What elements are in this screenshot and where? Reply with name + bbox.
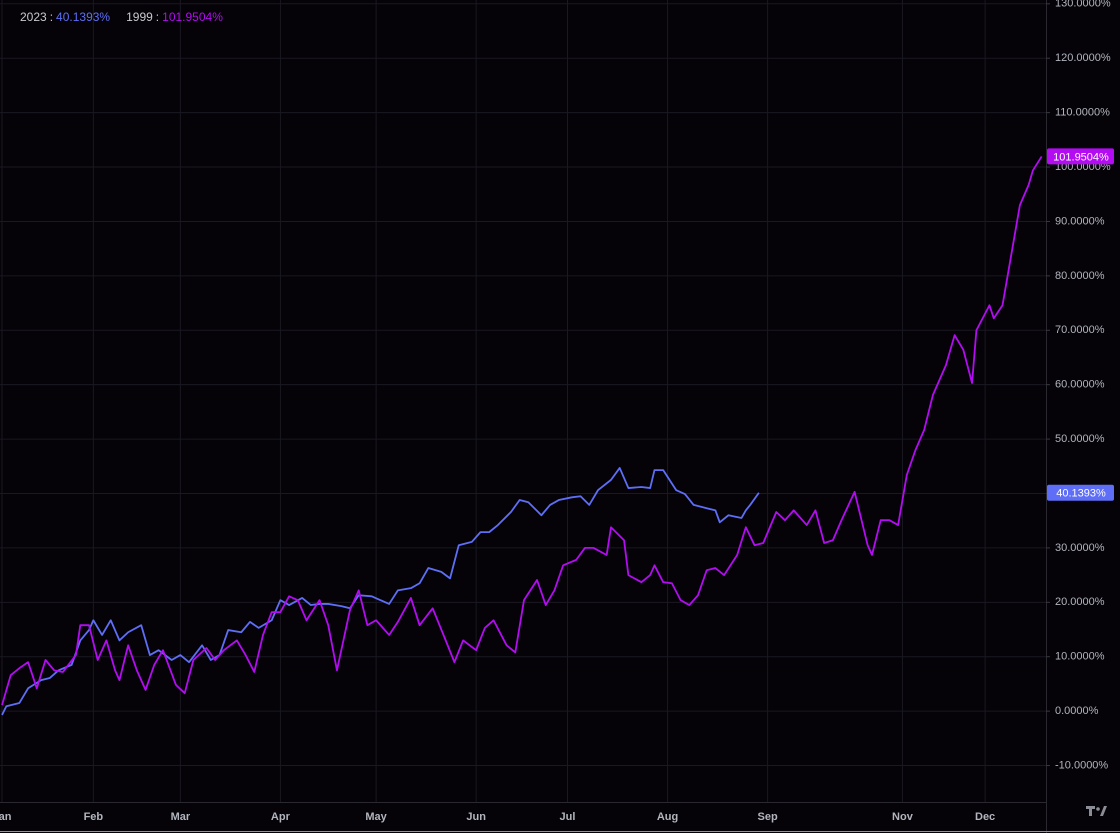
y-tick-label: 30.0000%: [1055, 542, 1105, 554]
legend-value: 40.1393%: [56, 10, 110, 24]
logo-part: [1089, 806, 1092, 816]
y-tick-label: 0.0000%: [1055, 705, 1099, 717]
y-tick-label: 120.0000%: [1055, 52, 1111, 64]
y-tick-label: 10.0000%: [1055, 651, 1105, 663]
x-tick-label: Dec: [975, 811, 995, 823]
grid: [0, 0, 1046, 802]
legend-separator: :: [156, 10, 159, 24]
legend-name: 2023: [20, 10, 47, 24]
y-tick-label: 50.0000%: [1055, 433, 1105, 445]
legend-separator: :: [50, 10, 53, 24]
x-tick-label: Feb: [84, 811, 104, 823]
x-tick-label: Jun: [466, 811, 486, 823]
logo-part: [1096, 807, 1100, 811]
y-tick-label: -10.0000%: [1055, 759, 1108, 771]
x-tick-label: May: [365, 811, 387, 823]
x-tick-label: Jul: [560, 811, 576, 823]
last-value-label: 40.1393%: [1056, 488, 1106, 500]
y-tick-label: 60.0000%: [1055, 379, 1105, 391]
series-line: [1, 467, 760, 716]
x-tick-label: Nov: [892, 811, 914, 823]
legend-value: 101.9504%: [162, 10, 223, 24]
x-tick-label: Apr: [271, 811, 291, 823]
x-tick-label: Mar: [171, 811, 191, 823]
x-tick-label: Jan: [0, 811, 12, 823]
y-tick-label: 70.0000%: [1055, 324, 1105, 336]
series-line: [1, 155, 1043, 706]
logo: [1086, 806, 1107, 816]
x-tick-label: Sep: [758, 811, 778, 823]
last-value-badge: [1047, 484, 1114, 501]
logo-part: [1100, 806, 1107, 816]
y-tick-label: 80.0000%: [1055, 270, 1105, 282]
legend-name: 1999: [126, 10, 153, 24]
x-tick-label: Aug: [657, 811, 678, 823]
y-tick-label: 110.0000%: [1055, 107, 1110, 119]
y-tick-label: 130.0000%: [1055, 0, 1111, 10]
y-tick-label: 20.0000%: [1055, 596, 1105, 608]
last-value-label: 101.9504%: [1053, 151, 1109, 163]
y-tick-label: 90.0000%: [1055, 215, 1105, 227]
last-value-badge: [1047, 148, 1114, 165]
